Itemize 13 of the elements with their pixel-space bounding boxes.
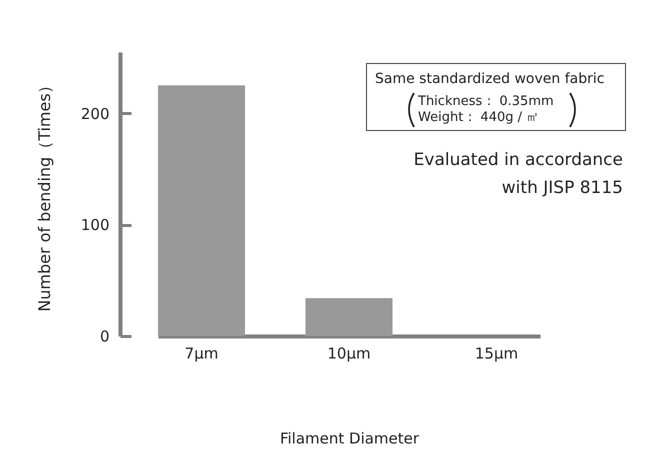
annotation: with JISP 8115 [502,178,623,198]
x-tick-label: 7μm [184,344,218,362]
annotation: Weight： 440g / ㎡ [418,109,540,126]
annotation: Evaluated in accordance [414,150,623,170]
y-tick-label: 200 [80,104,110,123]
y-tick-label: 0 [100,328,110,346]
x-axis-title: Filament Diameter [280,430,420,448]
x-tick-label: 10μm [327,344,371,362]
x-tick-label: 15μm [474,344,518,362]
annotation: Thickness： 0.35mm [418,93,554,110]
y-axis-title: Number of bending（Times） [34,77,54,312]
y-tick-label: 100 [80,216,110,234]
annotation: Same standardized woven fabric [375,71,604,87]
